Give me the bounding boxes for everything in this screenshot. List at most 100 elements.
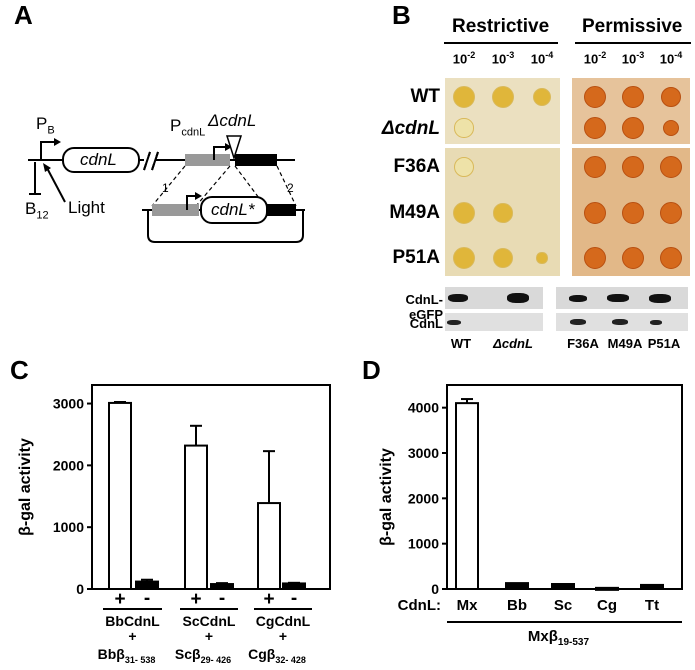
dilution-exponent: -3 (636, 50, 645, 60)
y-axis-label: β-gal activity (17, 438, 34, 536)
lane-label-2: F36A (567, 336, 599, 351)
permissive-underline (575, 42, 691, 44)
lane-label-0: WT (450, 336, 472, 351)
permissive-colony (661, 87, 681, 107)
y-tick-label: 1000 (53, 519, 84, 535)
pb-promoter-label: PB (36, 114, 55, 136)
y-tick-label: 0 (431, 581, 439, 597)
restrictive-colony (532, 87, 552, 107)
strain-label-f36a: F36A (393, 156, 440, 177)
blot-band-egfp-4 (649, 293, 671, 303)
bar-plus (184, 444, 208, 590)
permissive-colony (584, 202, 606, 224)
pcdnl-promoter-label: PcdnL (170, 116, 205, 138)
plus-label: + (263, 589, 274, 610)
group-name: ScCdnL (183, 613, 236, 629)
cdnl-gene-box (62, 147, 140, 173)
permissive-dilution-0: 10-2 (578, 50, 612, 66)
pcdnl-label-sub: cdnL (181, 126, 206, 139)
restrictive-dilution-2: 10-4 (525, 50, 559, 66)
beta-name: Bbβ (98, 646, 126, 662)
restrictive-header: Restrictive (452, 16, 550, 37)
blot-band-cdnl-1 (570, 319, 586, 325)
group-name: BbCdnL (105, 613, 160, 629)
permissive-colony (584, 247, 606, 269)
strain-label-p51a: P51A (392, 247, 440, 268)
restrictive-colony (453, 202, 475, 224)
pcdnl-label-text: P (170, 116, 182, 135)
permissive-dilution-2: 10-4 (654, 50, 688, 66)
blot-band-cdnl-2 (612, 319, 628, 325)
restrictive-dilution-0: 10-2 (447, 50, 481, 66)
bar-plus (108, 401, 132, 590)
beta-name: Scβ (175, 646, 201, 662)
group-plus: + (205, 628, 213, 644)
bottom-label-sub: 19-537 (558, 637, 590, 648)
y-tick-label: 2000 (408, 490, 439, 506)
strain-label-dcdnl: ΔcdnL (381, 118, 440, 139)
y-tick-label: 1000 (408, 536, 439, 552)
blot-band-cdnl-0 (447, 319, 461, 325)
bar-mx (455, 402, 479, 591)
delta-cdnl-label: ΔcdnL (208, 111, 257, 130)
dilution-base: 10 (452, 51, 468, 67)
bar-tt (640, 583, 664, 590)
blot-label-cdnl: CdnL (409, 316, 443, 331)
restrictive-colony (453, 156, 475, 178)
x-category-label: Bb (507, 597, 527, 614)
strain-label-wt: WT (410, 86, 440, 107)
permissive-dilution-1: 10-3 (616, 50, 650, 66)
b12-label: B12 (25, 199, 49, 221)
beta-range: 29- 426 (201, 655, 232, 665)
blot-band-egfp-1 (507, 293, 529, 303)
plasmid-downstream-segment (267, 204, 296, 216)
upstream-segment (185, 154, 230, 166)
dilution-base: 10 (583, 51, 599, 67)
blot-band-egfp-0 (448, 294, 468, 302)
plus-label: + (114, 589, 125, 610)
group-beta: Bbβ31- 538 (98, 646, 156, 665)
permissive-colony (622, 156, 644, 178)
permissive-colony (622, 86, 644, 108)
permissive-colony (584, 156, 606, 178)
gene-diagram (28, 135, 305, 243)
lane-label-3: M49A (607, 336, 643, 351)
permissive-colony (660, 156, 682, 178)
permissive-colony (584, 117, 606, 139)
b12-sub: 12 (36, 209, 49, 222)
blot-band-cdnl-3 (650, 319, 662, 325)
group-plus: + (128, 628, 136, 644)
group-beta: Scβ29- 426 (175, 646, 231, 665)
beta-range: 32- 428 (275, 655, 306, 665)
x-category-label: Cg (597, 597, 617, 614)
bar-bb (505, 582, 529, 591)
restrictive-colony (454, 118, 474, 138)
y-axis-label: β-gal activity (378, 448, 395, 546)
x-category-label: Mx (457, 597, 478, 614)
restrictive-colony (493, 203, 513, 223)
panel-label-c: C (10, 355, 29, 385)
pcdnl-promoter-arrow (213, 146, 225, 160)
blot-band-egfp-2 (569, 294, 587, 302)
blot-strip-egfp-left (445, 287, 543, 309)
downstream-segment (235, 154, 277, 166)
dilution-exponent: -2 (467, 50, 476, 60)
crossover-2-label: 2 (287, 181, 294, 195)
dilution-base: 10 (621, 51, 637, 67)
blot-strip-cdnl-left (445, 313, 543, 331)
dilution-base: 10 (491, 51, 507, 67)
strain-label-m49a: M49A (389, 202, 440, 223)
cdnl-gene-label: cdnL (80, 150, 117, 169)
dilution-exponent: -4 (545, 50, 554, 60)
bar-sc (551, 583, 575, 591)
group-plus: + (279, 628, 287, 644)
restrictive-colony (453, 247, 475, 269)
plasmid-upstream-segment (152, 204, 199, 216)
permissive-colony (622, 247, 644, 269)
group-beta: Cgβ32- 428 (248, 646, 306, 665)
chart-d-frame (446, 384, 683, 590)
minus-label: - (219, 588, 225, 609)
y-tick-label: 2000 (53, 457, 84, 473)
plus-label: + (190, 589, 201, 610)
chart-d: 0 1000 2000 3000 4000 β-gal activity Mx Bb Sc Cg T… (378, 384, 683, 648)
